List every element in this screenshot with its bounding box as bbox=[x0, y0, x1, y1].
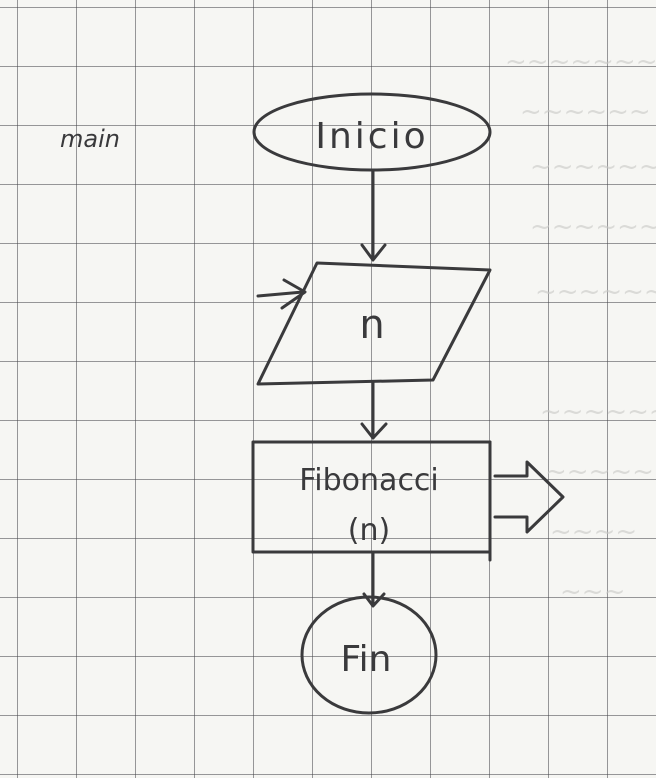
process-label-line2: (n) bbox=[348, 513, 390, 548]
start-terminator: Inicio bbox=[252, 92, 492, 172]
arrowhead-icon bbox=[360, 243, 387, 262]
connector-input-process bbox=[360, 380, 388, 440]
svg-text:~~~~~~: ~~~~~~ bbox=[535, 277, 656, 307]
svg-text:~~~~~~: ~~~~~~ bbox=[540, 397, 656, 427]
svg-text:~~~~~~: ~~~~~~ bbox=[530, 152, 656, 182]
end-terminator: Fin bbox=[300, 595, 438, 715]
connector-start-input bbox=[360, 168, 387, 262]
end-label: Fin bbox=[341, 639, 392, 680]
process-label-line1: Fibonacci bbox=[299, 463, 439, 498]
side-label: main bbox=[60, 125, 120, 153]
svg-text:~~~~: ~~~~ bbox=[550, 517, 637, 547]
start-label: Inicio bbox=[315, 116, 428, 157]
bleed-through-text: ~~~~~~~ ~~~~~~ ~~~~~~ ~~~~~~ ~~~~~~ ~~~~… bbox=[505, 47, 656, 607]
arrowhead-icon bbox=[360, 422, 388, 440]
svg-text:~~~~~: ~~~~~ bbox=[545, 457, 654, 487]
svg-text:~~~~~~: ~~~~~~ bbox=[530, 212, 656, 242]
svg-text:~~~~~~: ~~~~~~ bbox=[520, 97, 651, 127]
svg-text:~~~: ~~~ bbox=[560, 577, 625, 607]
svg-text:~~~~~~~: ~~~~~~~ bbox=[505, 47, 656, 77]
input-label: n bbox=[359, 302, 384, 348]
input-parallelogram bbox=[256, 261, 492, 386]
end-ellipse bbox=[300, 595, 438, 715]
process-node: Fibonacci (n) bbox=[251, 440, 565, 562]
input-node: n bbox=[256, 261, 492, 386]
call-arrow-icon bbox=[493, 460, 565, 534]
input-arrow-icon bbox=[256, 290, 305, 298]
